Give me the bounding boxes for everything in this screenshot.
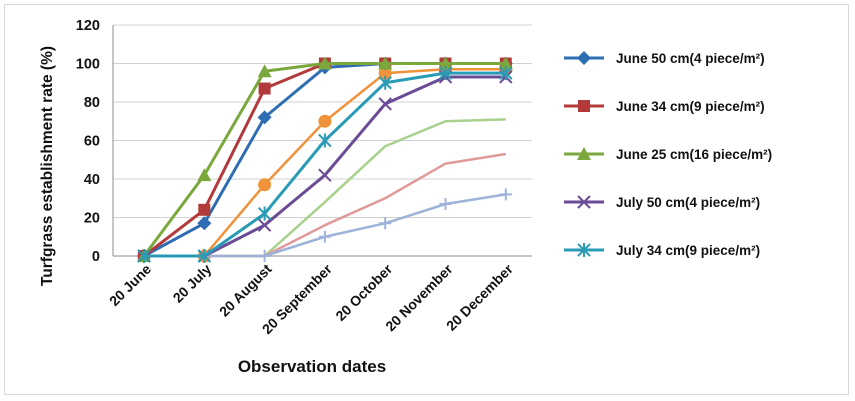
data-point	[257, 64, 272, 78]
data-point	[378, 97, 392, 111]
legend-label: June 34 cm(9 piece/m²)	[616, 98, 765, 114]
legend-swatch	[564, 243, 604, 257]
x-tick-label: 20 August	[216, 261, 275, 320]
legend-swatch	[564, 147, 604, 160]
y-tick-label: 100	[76, 57, 100, 73]
legend-item: June 50 cm(4 piece/m²)	[562, 34, 852, 82]
legend-item: June 25 cm(16 piece/m²)	[562, 130, 852, 178]
data-point	[318, 168, 332, 182]
series-line	[144, 71, 506, 258]
data-point	[378, 56, 393, 70]
chart-frame	[4, 4, 849, 395]
legend-item: June 34 cm(9 piece/m²)	[562, 82, 852, 130]
data-point	[197, 249, 212, 263]
legend-label: July 50 cm(4 piece/m²)	[616, 194, 761, 210]
legend: June 50 cm(4 piece/m²) June 34 cm(9 piece…	[562, 34, 852, 274]
y-tick-label: 20	[84, 211, 100, 227]
x-axis-label: Observation dates	[238, 357, 386, 376]
data-point	[318, 133, 332, 148]
data-point	[318, 230, 331, 243]
data-point	[577, 243, 591, 257]
data-point	[257, 206, 272, 221]
x-tick-label: 20 October	[332, 260, 395, 323]
legend-item: July 50 cm(4 piece/m²)	[562, 178, 852, 226]
y-tick-label: 40	[84, 172, 100, 188]
y-tick-label: 60	[84, 134, 100, 150]
data-point	[438, 56, 453, 70]
data-point	[258, 178, 272, 192]
x-tick-label: 20 June	[106, 261, 154, 309]
y-tick-label: 120	[76, 18, 100, 34]
data-point	[578, 100, 590, 112]
y-tick-label: 0	[92, 249, 100, 265]
legend-item: July 34 cm(9 piece/m²)	[562, 226, 852, 274]
data-point	[258, 82, 271, 95]
y-tick-label: 80	[84, 95, 100, 111]
data-point	[258, 250, 271, 262]
legend-label: June 50 cm(4 piece/m²)	[616, 50, 765, 66]
data-point	[577, 147, 591, 160]
legend-swatch	[564, 51, 604, 65]
data-point	[198, 203, 211, 216]
data-point	[439, 198, 452, 211]
legend-swatch	[564, 100, 604, 112]
data-point	[499, 66, 513, 81]
series-layer	[137, 56, 513, 263]
data-point	[499, 188, 512, 201]
legend-swatch	[564, 195, 604, 209]
data-point	[257, 110, 272, 125]
data-point	[577, 195, 591, 209]
legend-label: June 25 cm(16 piece/m²)	[616, 146, 773, 162]
data-point	[197, 168, 212, 182]
data-point	[379, 217, 392, 230]
data-point	[498, 56, 513, 70]
y-axis-label: Turfgrass establishment rate (%)	[39, 46, 56, 286]
series-4	[137, 66, 513, 263]
series-line	[144, 75, 506, 258]
legend-label: July 34 cm(9 piece/m²)	[616, 242, 761, 258]
data-point	[378, 75, 392, 90]
series-line	[143, 62, 506, 258]
data-point	[137, 249, 151, 263]
data-point	[318, 114, 332, 128]
data-point	[257, 218, 272, 232]
data-point	[438, 66, 453, 81]
x-tick-label: 20 July	[170, 261, 215, 306]
data-point	[378, 66, 392, 80]
data-point	[577, 51, 591, 65]
data-point	[197, 216, 212, 231]
data-point	[317, 56, 332, 70]
